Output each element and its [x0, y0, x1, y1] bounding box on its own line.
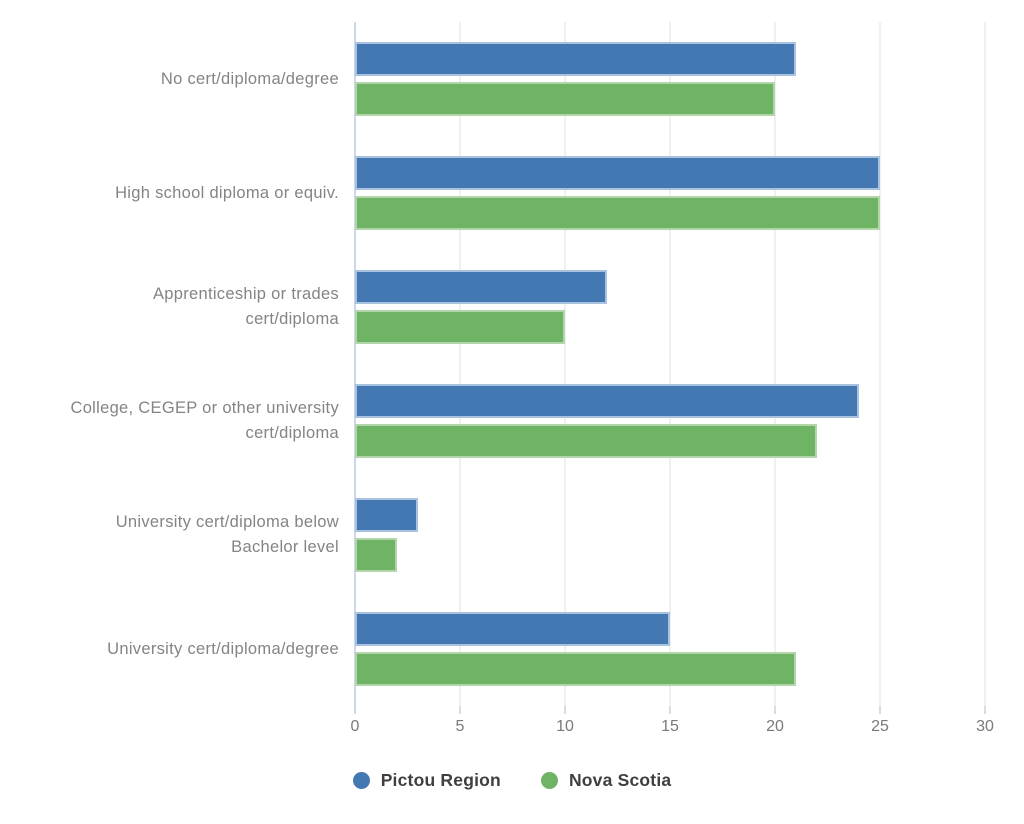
- category-row-1: High school diploma or equiv.: [0, 136, 1024, 250]
- x-tick-mark-25: [879, 706, 881, 714]
- x-tick-label-0: 0: [350, 718, 360, 735]
- legend-label: Nova Scotia: [568, 770, 672, 790]
- category-label: University cert/diploma below Bachelor l…: [115, 513, 339, 556]
- bar-pictou-region[interactable]: [355, 612, 670, 646]
- bar-group: [355, 250, 985, 364]
- bar-pictou-region[interactable]: [355, 42, 796, 76]
- x-tick-mark-0: [354, 706, 356, 714]
- x-tick-label-25: 25: [871, 718, 889, 735]
- legend-dot-icon: [352, 772, 370, 789]
- x-tick-mark-30: [984, 706, 986, 714]
- bar-nova-scotia[interactable]: [355, 652, 796, 686]
- bar-group: [355, 136, 985, 250]
- category-label: Apprenticeship or trades cert/diploma: [152, 285, 339, 328]
- legend-dot-icon: [540, 772, 558, 789]
- legend-item-nova-scotia[interactable]: Nova Scotia: [540, 770, 672, 791]
- bar-pictou-region[interactable]: [355, 498, 418, 532]
- bar-nova-scotia[interactable]: [355, 424, 817, 458]
- x-tick-label-30: 30: [976, 718, 994, 735]
- legend-item-pictou-region[interactable]: Pictou Region: [352, 770, 501, 791]
- bar-pictou-region[interactable]: [355, 156, 880, 190]
- x-tick-label-10: 10: [556, 718, 574, 735]
- x-tick-mark-15: [669, 706, 671, 714]
- legend-label: Pictou Region: [380, 770, 501, 790]
- plot-area: No cert/diploma/degree High school diplom…: [0, 22, 1024, 706]
- legend: Pictou Region Nova Scotia: [0, 770, 1024, 791]
- category-row-2: Apprenticeship or trades cert/diploma: [0, 250, 1024, 364]
- x-tick-label-20: 20: [766, 718, 784, 735]
- bar-nova-scotia[interactable]: [355, 196, 880, 230]
- bar-group: [355, 364, 985, 478]
- bar-group: [355, 592, 985, 706]
- bar-group: [355, 478, 985, 592]
- bar-nova-scotia[interactable]: [355, 538, 397, 572]
- category-row-0: No cert/diploma/degree: [0, 22, 1024, 136]
- category-row-3: College, CEGEP or other university cert/…: [0, 364, 1024, 478]
- category-label: College, CEGEP or other university cert/…: [70, 399, 339, 442]
- category-rows: No cert/diploma/degree High school diplom…: [0, 22, 1024, 706]
- category-row-4: University cert/diploma below Bachelor l…: [0, 478, 1024, 592]
- x-tick-mark-5: [459, 706, 461, 714]
- bar-pictou-region[interactable]: [355, 384, 859, 418]
- category-label: High school diploma or equiv.: [115, 183, 339, 202]
- horizontal-bar-chart: No cert/diploma/degree High school diplom…: [0, 22, 1024, 791]
- category-row-5: University cert/diploma/degree: [0, 592, 1024, 706]
- bar-pictou-region[interactable]: [355, 270, 607, 304]
- bar-nova-scotia[interactable]: [355, 310, 565, 344]
- x-tick-label-15: 15: [661, 718, 679, 735]
- x-axis: 0 5 10 15 20 25 30: [351, 706, 994, 746]
- x-tick-mark-10: [564, 706, 566, 714]
- bar-nova-scotia[interactable]: [355, 82, 775, 116]
- bar-group: [355, 22, 985, 136]
- category-label: University cert/diploma/degree: [107, 639, 339, 658]
- x-tick-mark-20: [774, 706, 776, 714]
- x-tick-label-5: 5: [455, 718, 465, 735]
- category-label: No cert/diploma/degree: [160, 69, 339, 88]
